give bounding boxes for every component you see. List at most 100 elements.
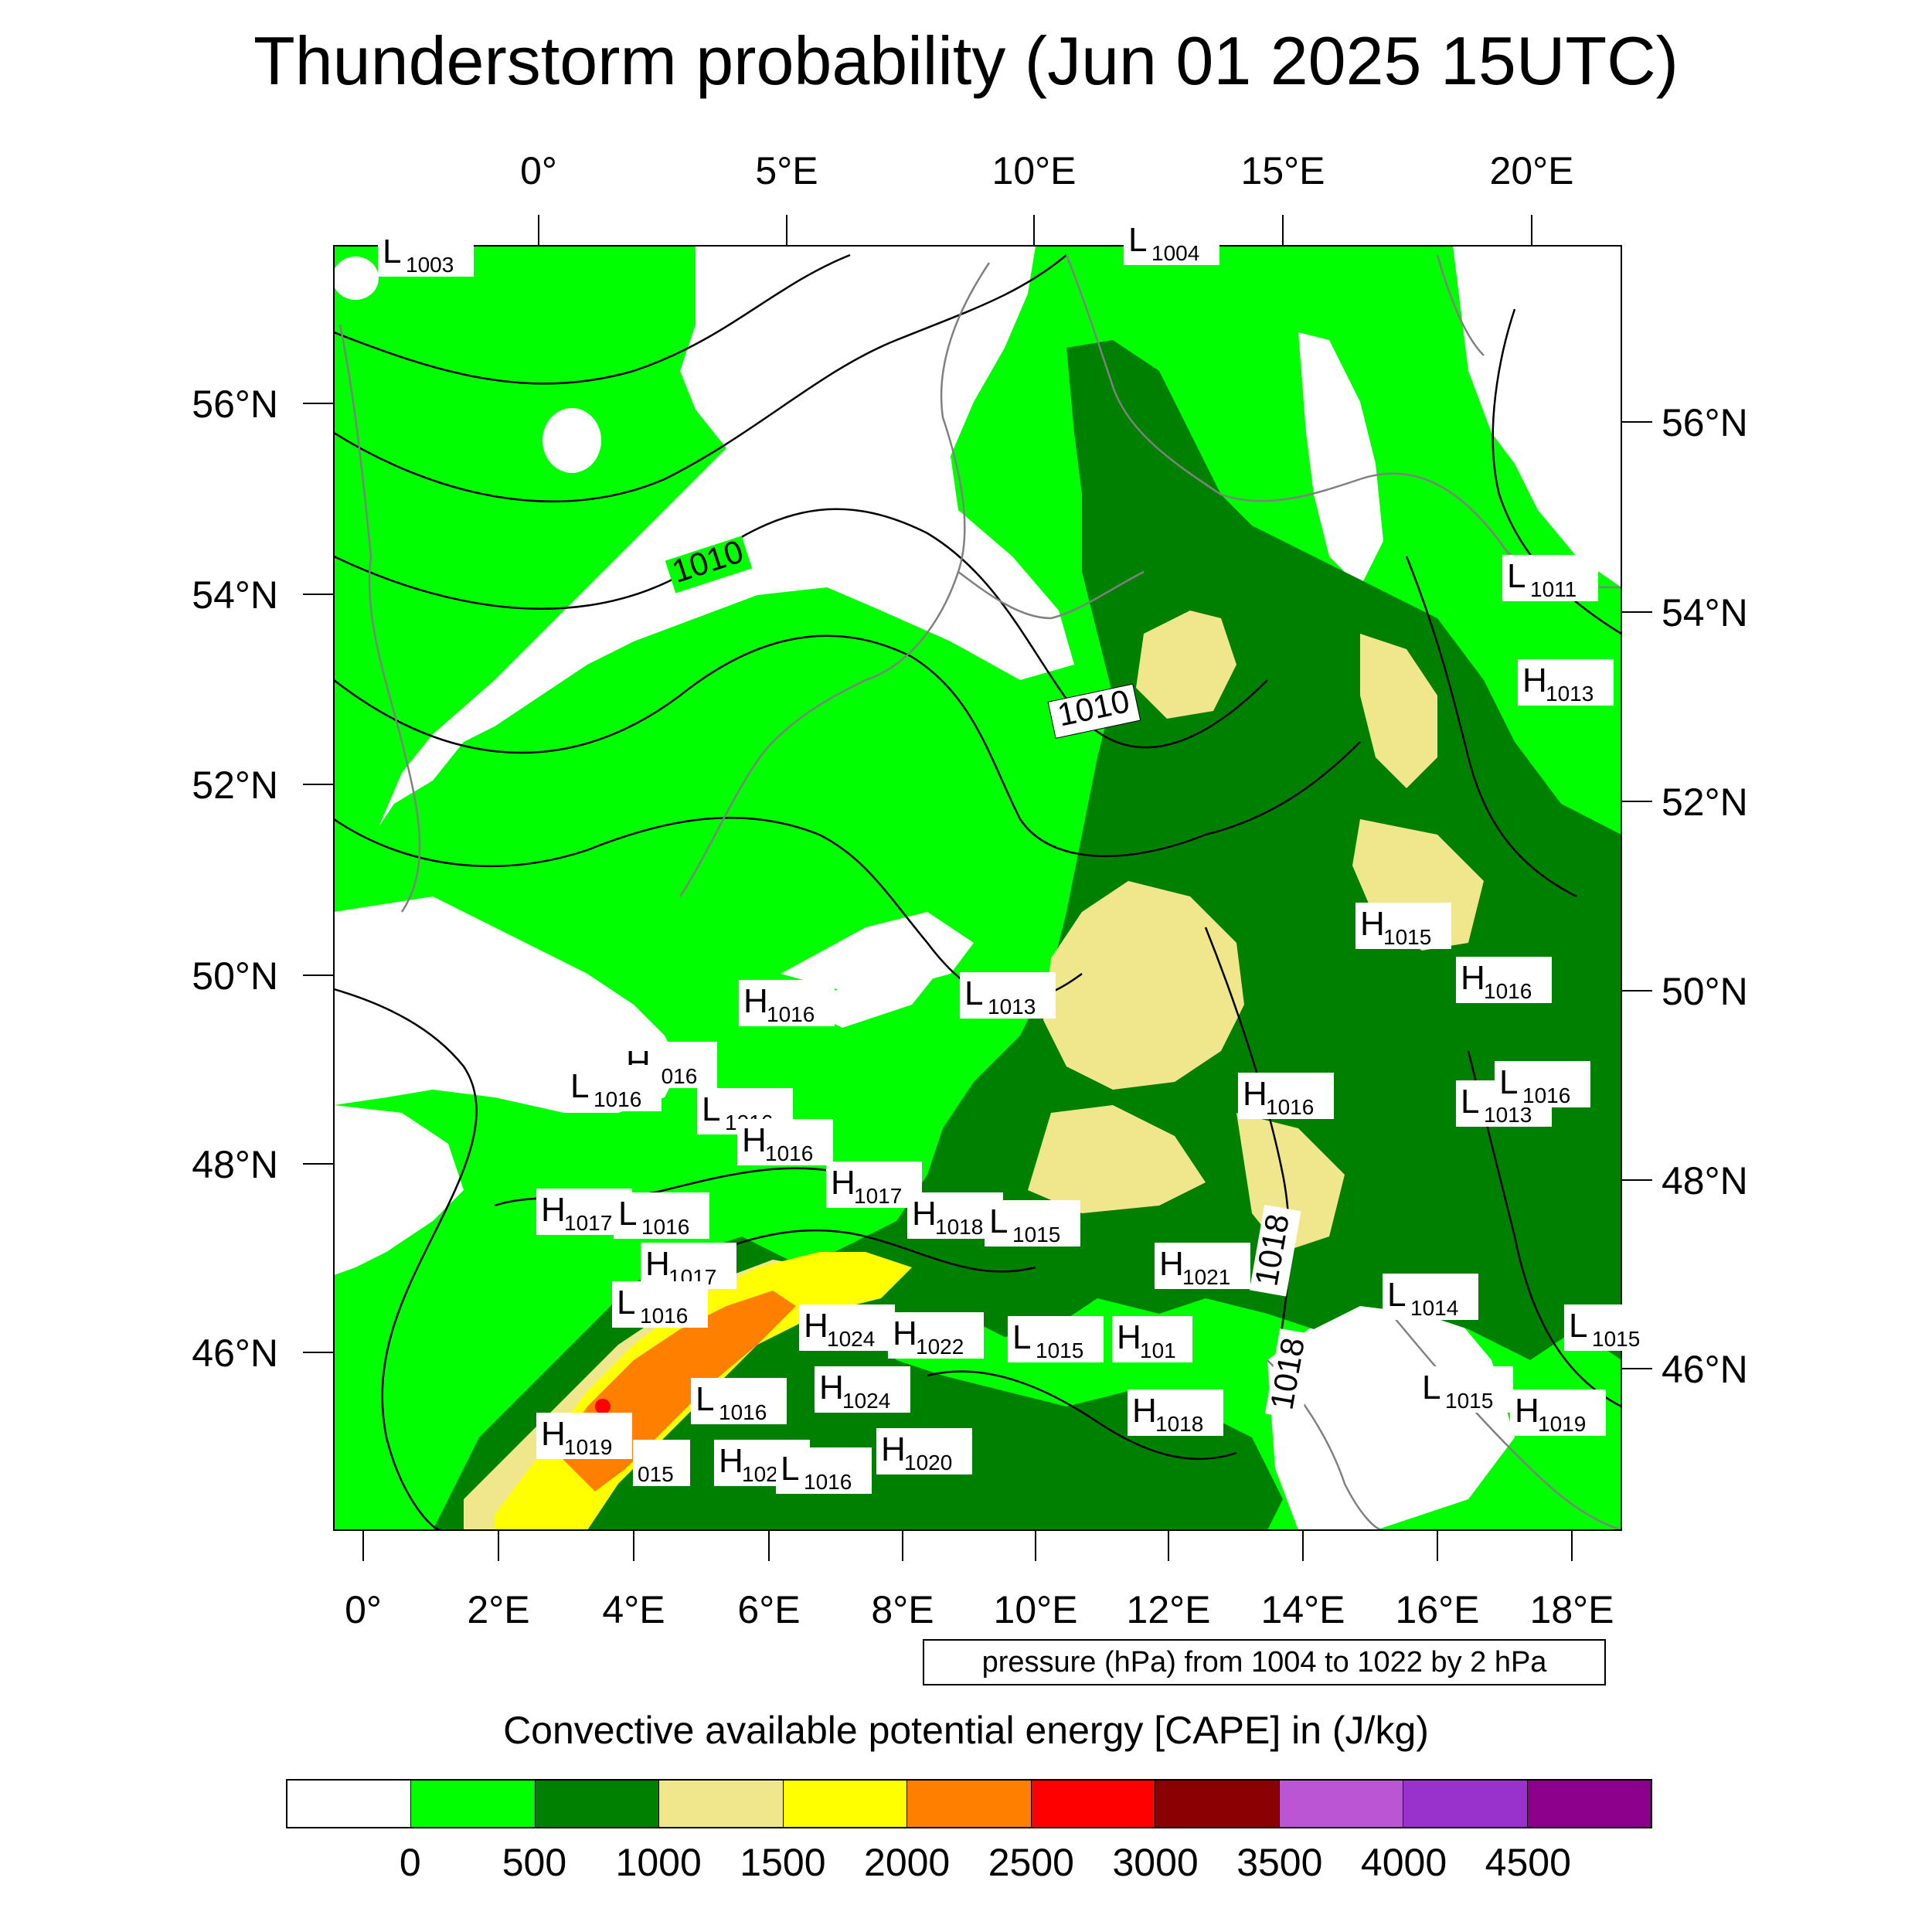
pressure-center-label: L 1015	[1564, 1304, 1660, 1351]
cape-1000-1500-east	[1360, 634, 1437, 788]
isobar-label-bg	[665, 536, 753, 594]
colorbar-tick-label: 4000	[1360, 1841, 1447, 1884]
pressure-center-label: L 1015	[985, 1200, 1080, 1247]
colorbar-swatch	[411, 1781, 536, 1827]
colorbar-tick-label: 3000	[1112, 1841, 1199, 1884]
colorbar-swatch	[907, 1781, 1032, 1827]
pressure-center-label: L 1011	[1502, 555, 1598, 601]
bottom-lon-label: 8°E	[871, 1588, 934, 1631]
colorbar-tick-label: 2000	[864, 1841, 951, 1884]
pressure-center-kind: H	[1522, 662, 1547, 699]
pressure-center-value: 1019	[564, 1435, 612, 1459]
pressure-center-kind: H	[743, 982, 768, 1020]
pressure-center-kind: H	[804, 1307, 828, 1345]
pressure-center-kind: H	[1360, 905, 1385, 943]
pressure-center-value: 1019	[1538, 1412, 1586, 1436]
pressure-center-value: 1021	[1182, 1265, 1230, 1289]
pressure-center-bg	[1128, 1389, 1223, 1436]
pressure-center-kind: L	[1387, 1276, 1406, 1314]
pressure-center-kind: H	[881, 1430, 906, 1468]
pressure-center-bg	[691, 1378, 787, 1424]
pressure-center-kind: L	[1461, 1083, 1479, 1121]
pressure-center-kind: L	[1507, 557, 1526, 595]
pressure-center-bg	[536, 1413, 632, 1459]
colorbar-title: Convective available potential energy [C…	[503, 1709, 1429, 1752]
pressure-center-value: 1003	[406, 253, 454, 277]
cape-zero-patch-1	[543, 408, 601, 473]
colorbar-tick-label: 1500	[740, 1841, 826, 1884]
pressure-center-value: 015	[638, 1462, 674, 1486]
cape-zero-patch-2	[334, 257, 379, 300]
cape-zero-region-west	[334, 896, 680, 1113]
pressure-center-kind: L	[1569, 1307, 1587, 1345]
pressure-center-label: L 1015	[1417, 1366, 1513, 1413]
right-latitude-labels: 56°N 54°N 52°N 50°N 48°N 46°N	[1662, 401, 1748, 1391]
pressure-center-kind: L	[570, 1067, 589, 1105]
colorbar-ticks: 0 500 1000 1500 2000 2500 3000 3500 4000 4500	[0, 1840, 1932, 1886]
bottom-lon-label: 4°E	[602, 1588, 665, 1631]
pressure-center-kind: L	[1499, 1063, 1518, 1101]
pressure-center-bg	[1238, 1073, 1334, 1119]
top-lon-label: 0°	[520, 149, 557, 192]
pressure-center-value: 1015	[1036, 1338, 1083, 1362]
pressure-center-bg	[776, 1447, 872, 1494]
pressure-center-kind: L	[696, 1380, 714, 1418]
pressure-center-label: L 1004	[1124, 219, 1219, 265]
pressure-center-kind: L	[989, 1202, 1008, 1240]
left-lat-label: 54°N	[192, 573, 278, 617]
pressure-center-bg	[737, 1119, 833, 1165]
colorbar	[286, 1779, 1652, 1828]
pressure-center-bg	[1495, 1061, 1590, 1107]
pressure-center-kind: H	[1461, 959, 1485, 997]
right-lat-label: 46°N	[1662, 1348, 1748, 1391]
pressure-center-label: 015	[633, 1440, 690, 1486]
pressure-center-label: L 1003	[378, 230, 474, 277]
pressure-center-kind: H	[719, 1442, 743, 1480]
pressure-center-kind: H	[1117, 1318, 1141, 1356]
cape-zero-region-ne	[1453, 246, 1621, 587]
bottom-lon-label: 6°E	[737, 1588, 800, 1631]
map-frame	[333, 245, 1622, 1531]
top-lon-label: 10°E	[992, 149, 1077, 192]
right-lat-label: 52°N	[1662, 781, 1748, 824]
pressure-center-kind: L	[781, 1450, 799, 1488]
pressure-center-value: 1020	[904, 1451, 952, 1475]
pressure-center-bg	[1112, 1316, 1192, 1362]
cape-1000-1500-se	[1028, 1105, 1206, 1213]
pressure-center-bg	[960, 972, 1056, 1019]
pressure-center-bg	[378, 230, 474, 277]
tick-marks	[303, 215, 1652, 1561]
coastlines	[338, 254, 1621, 1530]
pressure-center-value: 1018	[935, 1215, 983, 1239]
colorbar-tick-label: 500	[502, 1841, 567, 1884]
pressure-center-bg	[826, 1162, 922, 1208]
left-lat-label: 46°N	[192, 1332, 278, 1375]
top-longitude-labels: 0° 5°E 10°E 15°E 20°E	[520, 149, 1573, 192]
top-lon-label: 15°E	[1241, 149, 1325, 192]
pressure-center-kind: L	[964, 975, 983, 1012]
cape-zero-region-baltic	[1298, 332, 1383, 587]
left-lat-label: 52°N	[192, 764, 278, 807]
right-lat-label: 54°N	[1662, 591, 1748, 634]
pressure-center-value: 1017	[854, 1184, 902, 1208]
bottom-lon-label: 16°E	[1396, 1588, 1480, 1631]
pressure-center-value: 1018	[1155, 1412, 1203, 1436]
bottom-lon-label: 2°E	[467, 1588, 529, 1631]
isobar-labels: 1010 1010 1018 1018	[665, 532, 1317, 1420]
